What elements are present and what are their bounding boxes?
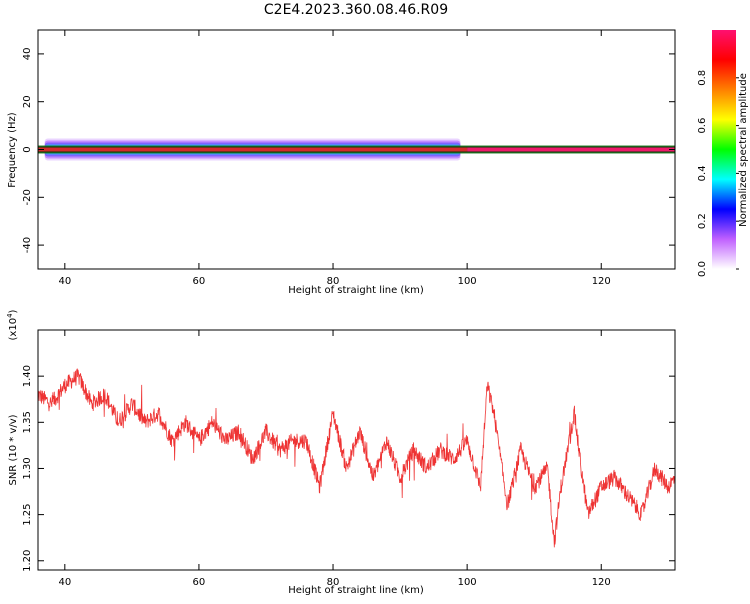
colorbar-label: Normalized spectral amplitude	[738, 73, 749, 227]
spectrogram-y-tick-label: -40	[22, 237, 33, 253]
snr-y-tick-label: 1.20	[22, 550, 33, 572]
figure-title: C2E4.2023.360.08.46.R09	[264, 2, 448, 18]
spectrogram-ridge	[38, 147, 675, 152]
spectrogram-x-tick-label: 100	[458, 276, 477, 287]
colorbar-ticks: 0.0 0.2 0.4 0.6 0.8	[697, 70, 739, 277]
snr-y-tick-label: 1.30	[22, 457, 33, 479]
snr-x-tick-label: 100	[458, 577, 477, 588]
snr-x-tick-label: 60	[193, 577, 206, 588]
spectrogram-x-label: Height of straight line (km)	[288, 285, 424, 296]
snr-y-tick-label: 1.35	[22, 411, 33, 433]
spectrogram-panel: 40 60 80 100 120 -40 -20 0 20 40 Height of strai…	[7, 29, 676, 296]
snr-x-label: Height of straight line (km)	[288, 585, 424, 596]
snr-y-tick-label: 1.25	[22, 503, 33, 525]
spectrogram-ridge-segment	[467, 147, 675, 152]
snr-y-label: SNR (10 * v/v)	[8, 414, 19, 485]
spectrogram-x-tick-label: 40	[58, 276, 71, 287]
snr-scale-prefix: (x10	[8, 318, 19, 341]
snr-x-tick-label: 120	[592, 577, 611, 588]
spectrogram-x-ticks: 40 60 80 100 120	[58, 30, 611, 287]
snr-scale-label: (x104)	[6, 309, 19, 340]
colorbar-tick-label: 0.2	[697, 213, 708, 229]
snr-scale-suffix: )	[8, 309, 19, 313]
snr-x-tick-label: 80	[327, 577, 340, 588]
snr-frame	[37, 329, 676, 571]
snr-y-tick-label: 1.40	[22, 365, 33, 387]
spectrogram-x-tick-label: 60	[193, 276, 206, 287]
snr-series	[38, 368, 675, 548]
colorbar: 0.0 0.2 0.4 0.6 0.8 Normalized spectral ampl…	[697, 30, 749, 277]
spectrogram-y-label: Frequency (Hz)	[7, 112, 18, 188]
spectrogram-x-tick-label: 80	[327, 276, 340, 287]
snr-x-tick-label: 40	[58, 577, 71, 588]
colorbar-tick-label: 0.6	[697, 118, 708, 134]
spectrogram-x-tick-label: 120	[592, 276, 611, 287]
spectrogram-ridge-segment	[38, 147, 468, 152]
spectrogram-y-ticks: -40 -20 0 20 40	[22, 48, 675, 253]
colorbar-gradient-bar	[712, 30, 736, 269]
colorbar-tick-label: 0.8	[697, 70, 708, 86]
spectrogram-y-tick-label: 20	[22, 95, 33, 108]
snr-x-ticks: 40 60 80 100 120	[58, 330, 611, 588]
snr-scale-exponent: 4	[6, 313, 14, 318]
snr-line	[38, 368, 675, 548]
snr-panel: 40 60 80 100 120 1.20 1.25 1.30 1.35 1.40 Height…	[6, 309, 676, 596]
snr-y-ticks: 1.20 1.25 1.30 1.35 1.40	[22, 365, 675, 572]
snr-plot-area	[38, 330, 675, 570]
spectrogram-y-tick-label: 0	[22, 146, 33, 152]
colorbar-tick-label: 0.4	[697, 165, 708, 181]
spectrogram-y-tick-label: 40	[22, 48, 33, 61]
spectrogram-y-tick-label: -20	[22, 189, 33, 205]
colorbar-tick-label: 0.0	[697, 261, 708, 277]
